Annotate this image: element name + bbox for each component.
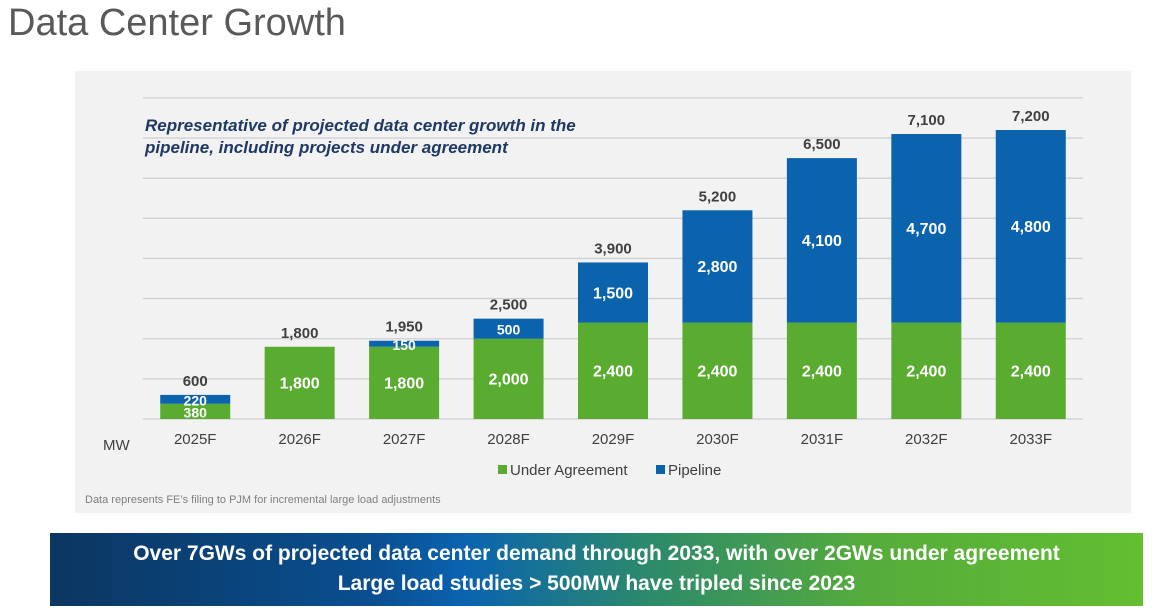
bar-under-agreement bbox=[682, 322, 753, 419]
legend-swatch bbox=[498, 465, 507, 474]
banner-line2: Large load studies > 500MW have tripled … bbox=[337, 572, 856, 595]
segment-label: 1,500 bbox=[593, 285, 633, 302]
segment-label: 380 bbox=[184, 404, 208, 420]
x-tick-label: 2026F bbox=[278, 431, 321, 448]
bar-under-agreement bbox=[264, 346, 335, 419]
bar-under-agreement bbox=[578, 322, 648, 419]
bar-under-agreement bbox=[891, 322, 962, 419]
x-tick-label: 2031F bbox=[801, 431, 844, 448]
bar-pipeline bbox=[160, 394, 231, 404]
x-tick-label: 2032F bbox=[905, 431, 948, 448]
segment-label: 4,700 bbox=[906, 221, 946, 238]
segment-label: 4,100 bbox=[802, 233, 842, 250]
legend-swatch bbox=[656, 465, 665, 474]
summary-banner: Over 7GWs of projected data center deman… bbox=[50, 533, 1143, 606]
page-title: Data Center Growth bbox=[8, 2, 346, 44]
total-label: 1,800 bbox=[281, 325, 319, 342]
segment-label: 2,000 bbox=[489, 372, 529, 389]
x-tick-label: 2027F bbox=[383, 431, 426, 448]
bar-pipeline bbox=[578, 262, 648, 323]
bar-pipeline bbox=[369, 340, 440, 347]
legend-label: Under Agreement bbox=[510, 462, 628, 479]
segment-label: 2,400 bbox=[1011, 364, 1051, 381]
bar-pipeline bbox=[473, 318, 544, 339]
segment-label: 1,800 bbox=[384, 376, 424, 393]
bar-under-agreement bbox=[369, 346, 440, 419]
legend-label: Pipeline bbox=[668, 462, 721, 479]
segment-label: 2,400 bbox=[697, 364, 737, 381]
segment-label: 4,800 bbox=[1011, 219, 1051, 236]
segment-label: 220 bbox=[184, 392, 208, 408]
subtitle-line2: pipeline, including projects under agree… bbox=[145, 138, 508, 157]
x-tick-label: 2028F bbox=[487, 431, 530, 448]
x-tick-label: 2029F bbox=[592, 431, 635, 448]
segment-label: 2,800 bbox=[697, 259, 737, 276]
y-axis-label: MW bbox=[103, 437, 130, 454]
total-label: 2,500 bbox=[490, 297, 528, 314]
bar-pipeline bbox=[786, 158, 857, 323]
segment-label: 2,400 bbox=[802, 364, 842, 381]
bar-under-agreement bbox=[160, 403, 231, 419]
chart-subtitle: Representative of projected data center … bbox=[145, 115, 645, 159]
segment-label: 1,800 bbox=[280, 376, 320, 393]
bar-under-agreement bbox=[473, 338, 544, 419]
bar-pipeline bbox=[682, 210, 753, 323]
segment-label: 150 bbox=[392, 337, 416, 353]
total-label: 6,500 bbox=[803, 136, 841, 153]
banner-line1: Over 7GWs of projected data center deman… bbox=[133, 542, 1060, 565]
x-tick-label: 2025F bbox=[174, 431, 217, 448]
footnote: Data represents FE’s filing to PJM for i… bbox=[85, 494, 441, 506]
bar-under-agreement bbox=[995, 322, 1066, 419]
x-tick-label: 2030F bbox=[696, 431, 739, 448]
total-label: 7,100 bbox=[908, 112, 946, 129]
segment-label: 2,400 bbox=[906, 364, 946, 381]
subtitle-line1: Representative of projected data center … bbox=[145, 116, 576, 135]
x-tick-label: 2033F bbox=[1010, 431, 1053, 448]
total-label: 1,950 bbox=[385, 319, 423, 336]
chart-panel: 380 220 600 2025F 1,800 1,800 2026F 1,800 150 1,9… bbox=[75, 71, 1131, 513]
bar-pipeline bbox=[891, 134, 962, 323]
total-label: 5,200 bbox=[699, 188, 737, 205]
total-label: 7,200 bbox=[1012, 108, 1050, 125]
total-label: 3,900 bbox=[594, 240, 632, 257]
bar-pipeline bbox=[995, 130, 1066, 323]
total-label: 600 bbox=[183, 373, 208, 390]
bar-under-agreement bbox=[786, 322, 857, 419]
segment-label: 500 bbox=[497, 322, 521, 338]
segment-label: 2,400 bbox=[593, 364, 633, 381]
